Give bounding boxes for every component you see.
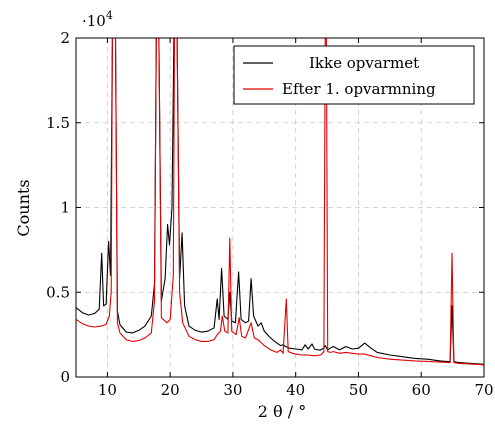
- series-line-efter-opvarmning: [76, 38, 484, 366]
- x-tick-label: 50: [349, 381, 368, 399]
- series-line-ikke-opvarmet: [76, 38, 484, 365]
- y-tick-label: 1.5: [46, 114, 70, 132]
- y-axis-label: Counts: [14, 179, 33, 236]
- y-multiplier-exponent: 4: [106, 9, 113, 22]
- x-tick-label: 40: [286, 381, 305, 399]
- legend-box: [233, 45, 475, 105]
- y-multiplier: ·104: [82, 9, 113, 30]
- x-tick-label: 70: [474, 381, 493, 399]
- y-multiplier-base: ·10: [82, 12, 106, 30]
- x-tick-label: 30: [223, 381, 242, 399]
- y-tick-label: 0: [60, 368, 70, 386]
- legend-label-ikke-opvarmet: Ikke opvarmet: [309, 54, 419, 72]
- x-axis-label: 2 θ / °: [258, 402, 306, 421]
- x-axis: 10 20 30 40 50 60 70: [98, 38, 494, 399]
- x-tick-label: 60: [412, 381, 431, 399]
- y-tick-label: 1: [60, 199, 70, 217]
- series-lines: [76, 38, 484, 366]
- legend: Ikke opvarmet Efter 1. opvarmning: [233, 45, 475, 105]
- x-tick-label: 10: [98, 381, 117, 399]
- y-tick-label: 2: [60, 29, 70, 47]
- x-tick-label: 20: [161, 381, 180, 399]
- y-axis: 0 0.5 1 1.5 2: [46, 29, 484, 386]
- legend-label-efter-opvarmning: Efter 1. opvarmning: [282, 80, 436, 98]
- y-tick-label: 0.5: [46, 283, 70, 301]
